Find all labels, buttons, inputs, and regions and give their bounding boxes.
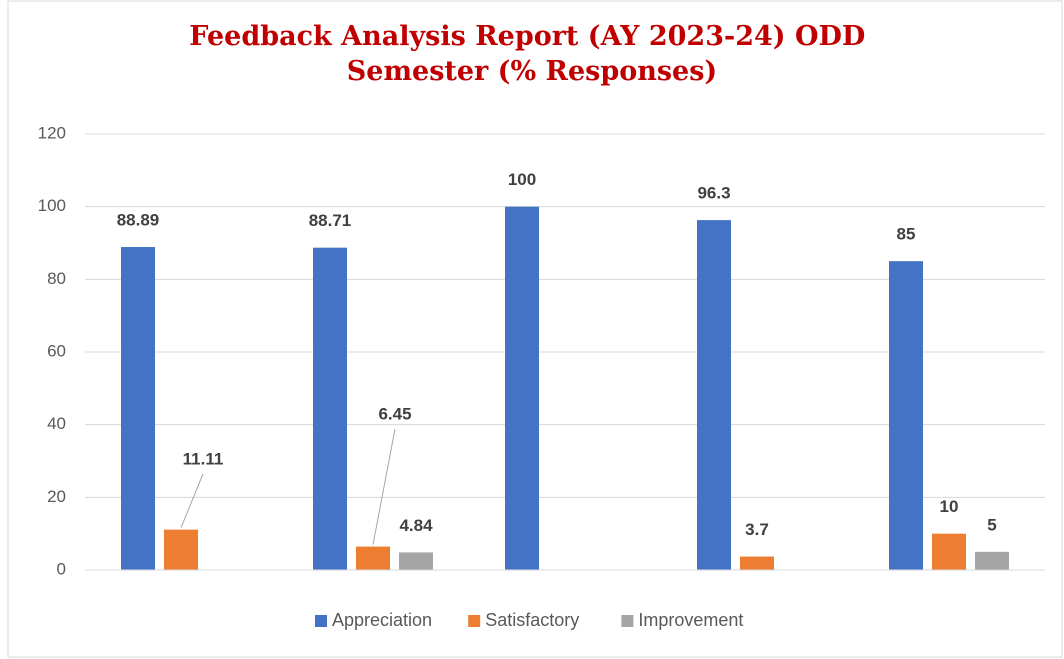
- data-label: 85: [897, 225, 916, 244]
- leader-line: [180, 473, 204, 528]
- y-tick-label: 120: [38, 123, 66, 142]
- data-label: 88.89: [117, 211, 160, 230]
- legend-swatch: [315, 615, 327, 627]
- chart-title: Feedback Analysis Report (AY 2023-24) OD…: [189, 21, 874, 87]
- data-label: 6.45: [378, 404, 411, 423]
- title-line: Feedback Analysis Report (AY 2023-24) OD…: [189, 21, 865, 52]
- y-tick-label: 100: [38, 196, 66, 215]
- data-label: 3.7: [745, 520, 769, 539]
- y-tick-label: 80: [47, 269, 66, 288]
- bar: [697, 220, 731, 571]
- bar: [121, 247, 155, 570]
- bar: [356, 546, 390, 570]
- bar: [505, 206, 539, 570]
- leader-line: [372, 428, 396, 545]
- legend-label: Improvement: [638, 610, 743, 630]
- bar: [975, 551, 1009, 570]
- title-line: Semester (% Responses): [347, 56, 717, 87]
- bar: [932, 533, 966, 570]
- data-label: 4.84: [399, 516, 433, 535]
- bar: [740, 556, 774, 570]
- y-tick-label: 40: [47, 414, 66, 433]
- data-label: 88.71: [309, 211, 352, 230]
- legend-swatch: [468, 615, 481, 627]
- data-label: 96.3: [697, 184, 730, 203]
- data-label: 5: [987, 515, 996, 534]
- legend-swatch: [621, 615, 634, 627]
- y-tick-label: 20: [47, 487, 66, 506]
- y-tick-label: 60: [47, 341, 66, 360]
- data-label: 10: [940, 497, 959, 516]
- data-label: 11.11: [183, 449, 224, 468]
- y-tick-label: 0: [57, 559, 66, 578]
- legend-label: Satisfactory: [485, 610, 579, 630]
- bar: [313, 247, 347, 570]
- bar: [164, 529, 198, 570]
- data-label: 100: [508, 170, 536, 189]
- legend-label: Appreciation: [332, 610, 432, 630]
- bar: [399, 552, 433, 570]
- bar: [889, 261, 923, 570]
